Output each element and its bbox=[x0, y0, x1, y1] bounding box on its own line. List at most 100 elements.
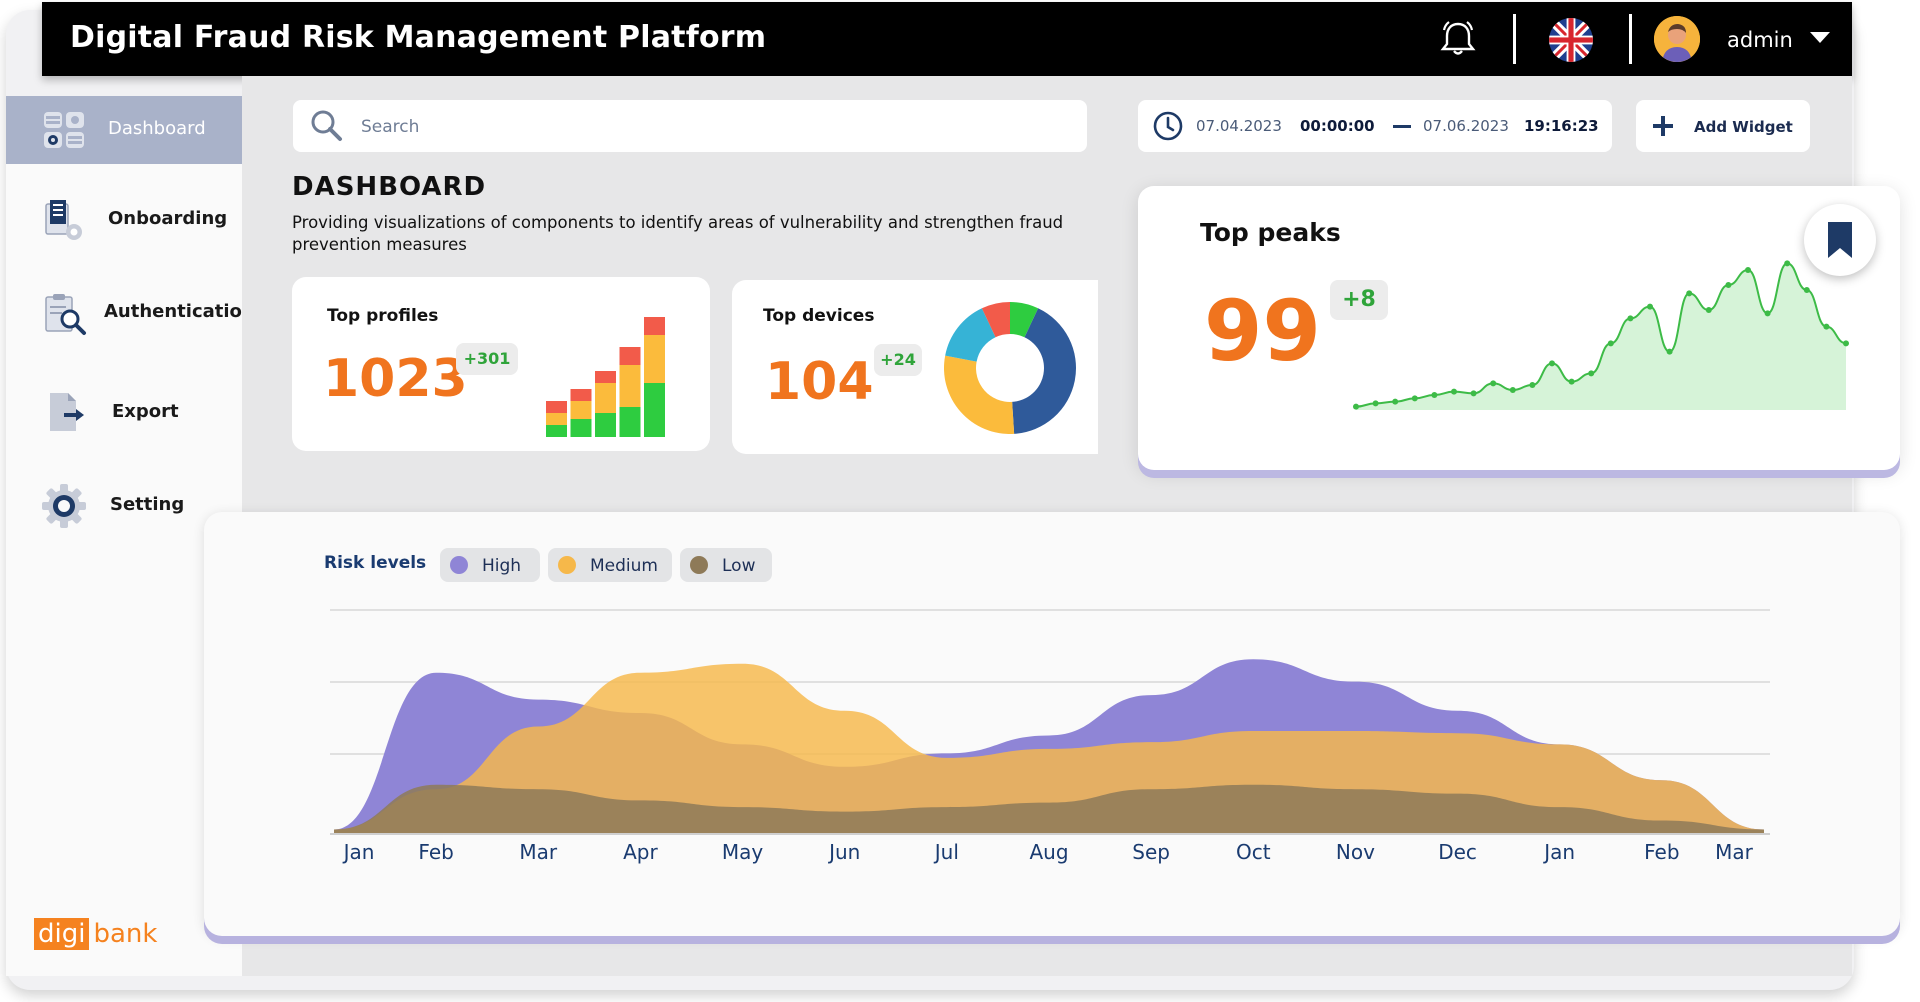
delta-badge: +8 bbox=[1330, 280, 1388, 320]
sidebar-item-setting[interactable]: Setting bbox=[6, 472, 242, 540]
x-axis-tick-label: Aug bbox=[1029, 840, 1069, 864]
bar-segment bbox=[644, 317, 665, 335]
top-devices-card[interactable]: Top devices 104 +24 bbox=[732, 280, 1098, 454]
time-to: 19:16:23 bbox=[1524, 117, 1599, 135]
legend-chip-low[interactable]: Low bbox=[680, 548, 772, 582]
x-axis-tick-label: Jan bbox=[1544, 840, 1576, 864]
chevron-down-icon[interactable] bbox=[1810, 32, 1830, 43]
sparkline-point bbox=[1372, 400, 1379, 407]
sparkline-point bbox=[1803, 287, 1810, 293]
avatar[interactable] bbox=[1654, 16, 1700, 62]
export-icon bbox=[50, 393, 84, 431]
donut-slice bbox=[981, 302, 1010, 338]
sparkline-point bbox=[1705, 307, 1712, 313]
x-axis-tick-label: May bbox=[721, 840, 764, 864]
add-widget-button[interactable]: Add Widget bbox=[1636, 100, 1810, 152]
legend-dot bbox=[558, 556, 576, 574]
sparkline-point bbox=[1411, 395, 1418, 402]
date-to: 07.06.2023 bbox=[1423, 117, 1509, 135]
sparkline-point bbox=[1392, 398, 1399, 405]
legend-label: Low bbox=[722, 556, 756, 576]
x-axis-tick-label: Nov bbox=[1335, 840, 1375, 864]
donut-slice bbox=[944, 355, 1015, 434]
header-divider bbox=[1629, 14, 1632, 64]
sidebar-item-label: Onboarding bbox=[108, 208, 228, 229]
sidebar-item-dashboard[interactable]: Dashboard bbox=[6, 96, 242, 164]
search-icon bbox=[311, 110, 342, 141]
sparkline-point bbox=[1784, 260, 1791, 267]
legend-chip-high[interactable]: High bbox=[440, 548, 540, 582]
x-axis-tick-label: Jun bbox=[829, 840, 861, 864]
sparkline-point bbox=[1823, 323, 1830, 330]
delta-badge: +24 bbox=[874, 344, 922, 376]
logo-part-bank: bank bbox=[93, 919, 158, 949]
x-axis-tick-label: Sep bbox=[1132, 840, 1170, 864]
sparkline-point bbox=[1647, 303, 1653, 310]
bar-segment bbox=[619, 407, 641, 437]
sidebar-item-label: Authentication bbox=[104, 301, 255, 322]
sidebar-item-label: Setting bbox=[110, 494, 185, 515]
sparkline-point bbox=[1588, 370, 1595, 377]
x-axis-tick-label: Mar bbox=[519, 840, 558, 864]
sparkline-point bbox=[1725, 282, 1732, 288]
bar-segment bbox=[644, 383, 665, 437]
x-axis-tick-label: Apr bbox=[623, 840, 658, 864]
x-axis-tick-label: Dec bbox=[1438, 840, 1477, 864]
add-widget-label: Add Widget bbox=[1694, 118, 1793, 136]
bar-segment bbox=[546, 401, 567, 413]
x-axis-tick-label: Jul bbox=[934, 840, 959, 864]
top-peaks-sparkline bbox=[1353, 260, 1849, 410]
bookmark-button[interactable] bbox=[1804, 204, 1876, 276]
top-profiles-bar-chart bbox=[546, 317, 665, 437]
delta-badge: +301 bbox=[456, 343, 518, 375]
page-description: Providing visualizations of components t… bbox=[292, 213, 1064, 254]
sparkline-point bbox=[1666, 348, 1673, 355]
gear-icon bbox=[42, 484, 86, 528]
sparkline-point bbox=[1745, 267, 1751, 273]
bell-icon[interactable] bbox=[1437, 18, 1479, 60]
header-divider bbox=[1513, 14, 1516, 64]
sidebar: Dashboard Onboarding Authentication bbox=[6, 96, 255, 976]
sparkline-point bbox=[1451, 388, 1457, 395]
top-peaks-value: 99 bbox=[1204, 282, 1321, 380]
page-title: DASHBOARD bbox=[292, 172, 487, 202]
x-axis-tick-label: Feb bbox=[1644, 840, 1680, 864]
search-placeholder: Search bbox=[361, 117, 420, 137]
user-name[interactable]: admin bbox=[1727, 28, 1793, 52]
date-range-picker[interactable]: 07.04.2023 00:00:00 07.06.2023 19:16:23 bbox=[1138, 100, 1612, 152]
card-title: Top peaks bbox=[1200, 218, 1341, 247]
top-devices-value: 104 bbox=[765, 352, 874, 412]
sparkline-point bbox=[1568, 378, 1575, 385]
bookmark-icon bbox=[1828, 222, 1852, 258]
sidebar-item-export[interactable]: Export bbox=[6, 379, 242, 447]
plus-icon bbox=[1653, 116, 1673, 136]
bar-segment bbox=[570, 389, 592, 401]
bar-segment bbox=[546, 425, 567, 437]
sidebar-item-authentication[interactable]: Authentication bbox=[6, 279, 255, 347]
sidebar-item-onboarding[interactable]: Onboarding bbox=[6, 186, 242, 254]
bar-segment bbox=[619, 347, 641, 365]
bar-segment bbox=[619, 365, 641, 407]
top-profiles-card[interactable]: Top profiles 1023 +301 bbox=[292, 277, 710, 451]
bar-segment bbox=[546, 413, 567, 425]
sparkline-point bbox=[1470, 390, 1477, 397]
dashboard-icon bbox=[44, 112, 84, 148]
search-input[interactable]: Search bbox=[293, 100, 1087, 152]
legend-dot bbox=[690, 556, 708, 574]
digibank-logo: digi bank bbox=[34, 918, 157, 950]
x-axis-tick-label: Jan bbox=[343, 840, 375, 864]
top-peaks-card[interactable]: Top peaks 99 +8 bbox=[1138, 186, 1900, 470]
onboarding-icon bbox=[45, 200, 82, 240]
legend-dot bbox=[450, 556, 468, 574]
time-from: 00:00:00 bbox=[1300, 117, 1375, 135]
sparkline-point bbox=[1843, 340, 1849, 347]
uk-flag-icon[interactable] bbox=[1549, 18, 1593, 62]
donut-slice bbox=[1010, 302, 1039, 338]
top-bar: Digital Fraud Risk Management Platform a… bbox=[42, 2, 1852, 76]
x-axis-tick-label: Oct bbox=[1235, 840, 1271, 864]
bar-segment bbox=[595, 371, 616, 383]
legend-chip-medium[interactable]: Medium bbox=[548, 548, 672, 582]
sparkline-point bbox=[1627, 315, 1634, 322]
risk-levels-area-chart bbox=[330, 609, 1770, 835]
bar-segment bbox=[570, 419, 592, 437]
